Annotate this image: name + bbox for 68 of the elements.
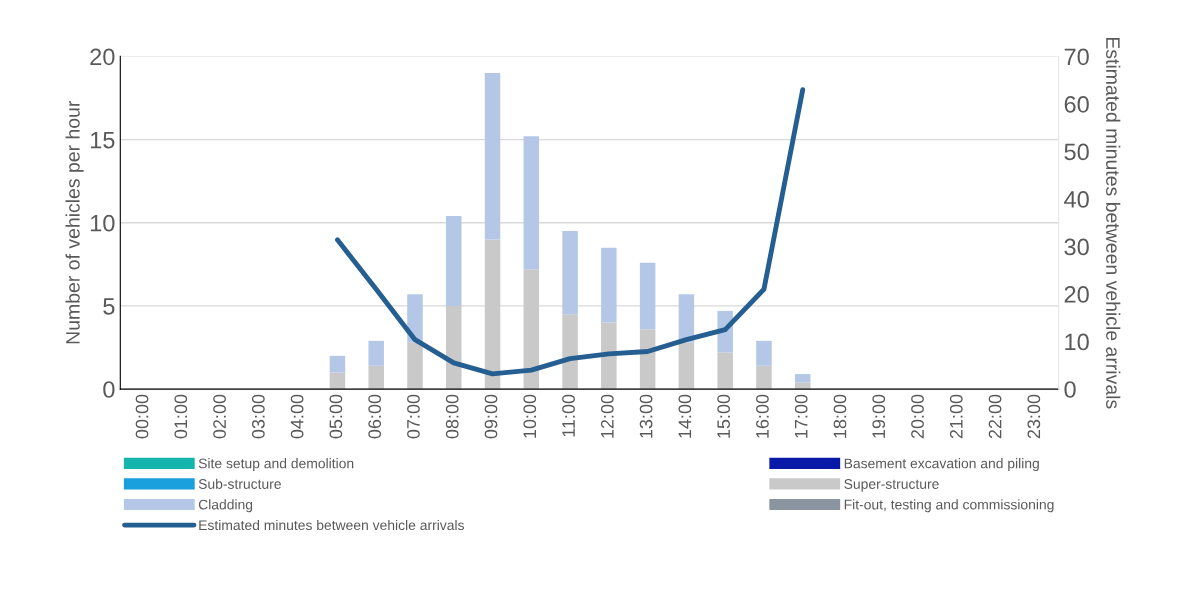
bar bbox=[717, 352, 733, 390]
bar bbox=[562, 231, 578, 315]
y-tick-label: 0 bbox=[103, 381, 115, 398]
y-tick-label: 15 bbox=[90, 131, 115, 149]
bar bbox=[562, 314, 578, 390]
x-tick-label: 21:00 bbox=[949, 394, 963, 439]
bar bbox=[329, 372, 346, 390]
y2-tick-label: 50 bbox=[1064, 143, 1089, 161]
x-tick-label: 01:00 bbox=[174, 394, 188, 439]
bar bbox=[678, 342, 695, 390]
x-tick-label: 12:00 bbox=[600, 394, 614, 438]
y2-tick-label: 60 bbox=[1064, 96, 1089, 113]
x-tick-label: 18:00 bbox=[833, 394, 847, 438]
x-tick-label: 13:00 bbox=[639, 394, 653, 438]
y2-tick-label: 70 bbox=[1064, 48, 1089, 66]
legend-label: Cladding bbox=[198, 499, 253, 513]
x-tick-label: 00:00 bbox=[135, 394, 149, 439]
y-tick-label: 5 bbox=[103, 298, 115, 315]
x-tick-label: 22:00 bbox=[988, 394, 1002, 439]
bar bbox=[756, 365, 772, 390]
legend-label: Super-structure bbox=[844, 479, 939, 492]
x-tick-label: 04:00 bbox=[290, 394, 304, 439]
y-axis-title: Number of vehicles per hour bbox=[65, 100, 84, 344]
bar bbox=[368, 340, 384, 366]
bar bbox=[639, 262, 656, 330]
x-tick-label: 06:00 bbox=[368, 394, 382, 439]
y-tick-label: 10 bbox=[90, 214, 115, 232]
y2-tick-label: 30 bbox=[1064, 238, 1089, 256]
x-tick-label: 17:00 bbox=[794, 394, 808, 438]
bar bbox=[446, 305, 462, 390]
legend-label: Fit-out, testing and commissioning bbox=[844, 499, 1054, 513]
bar bbox=[523, 269, 540, 390]
x-tick-label: 02:00 bbox=[213, 394, 226, 439]
y2-axis-title: Estimated minutes between vehicle arrivals bbox=[1106, 37, 1121, 409]
x-tick-label: 05:00 bbox=[329, 394, 343, 439]
x-tick-label: 16:00 bbox=[756, 394, 769, 438]
legend-label: Basement excavation and piling bbox=[844, 458, 1039, 472]
x-tick-label: 03:00 bbox=[251, 394, 265, 439]
x-tick-label: 23:00 bbox=[1027, 394, 1041, 439]
x-tick-label: 09:00 bbox=[484, 394, 498, 439]
x-tick-label: 15:00 bbox=[717, 394, 731, 438]
bar bbox=[407, 342, 423, 390]
x-tick-label: 08:00 bbox=[445, 394, 459, 439]
bar bbox=[601, 322, 617, 390]
y2-tick-label: 10 bbox=[1065, 333, 1089, 351]
x-tick-label: 07:00 bbox=[407, 394, 420, 439]
legend-label: Sub-structure bbox=[198, 478, 281, 489]
line-series bbox=[335, 87, 806, 377]
bar bbox=[756, 340, 772, 366]
y2-tick-label: 40 bbox=[1064, 191, 1089, 208]
x-tick-label: 19:00 bbox=[872, 394, 886, 438]
x-tick-label: 14:00 bbox=[678, 394, 692, 438]
bar bbox=[523, 136, 540, 270]
bar bbox=[446, 216, 462, 306]
bar bbox=[484, 73, 501, 240]
y2-tick-label: 0 bbox=[1064, 381, 1076, 398]
bar bbox=[329, 355, 346, 373]
y2-tick-label: 20 bbox=[1064, 286, 1089, 303]
legend-label: Site setup and demolition bbox=[198, 458, 354, 472]
x-tick-label: 10:00 bbox=[523, 394, 537, 438]
x-tick-label: 11:00 bbox=[562, 394, 575, 437]
bar bbox=[368, 365, 384, 390]
legend-label: Estimated minutes between vehicle arrivals bbox=[199, 519, 464, 531]
x-tick-label: 20:00 bbox=[911, 394, 924, 439]
bar bbox=[484, 239, 501, 390]
bar bbox=[794, 374, 811, 383]
bar bbox=[601, 247, 617, 323]
y-tick-label: 20 bbox=[90, 48, 115, 66]
